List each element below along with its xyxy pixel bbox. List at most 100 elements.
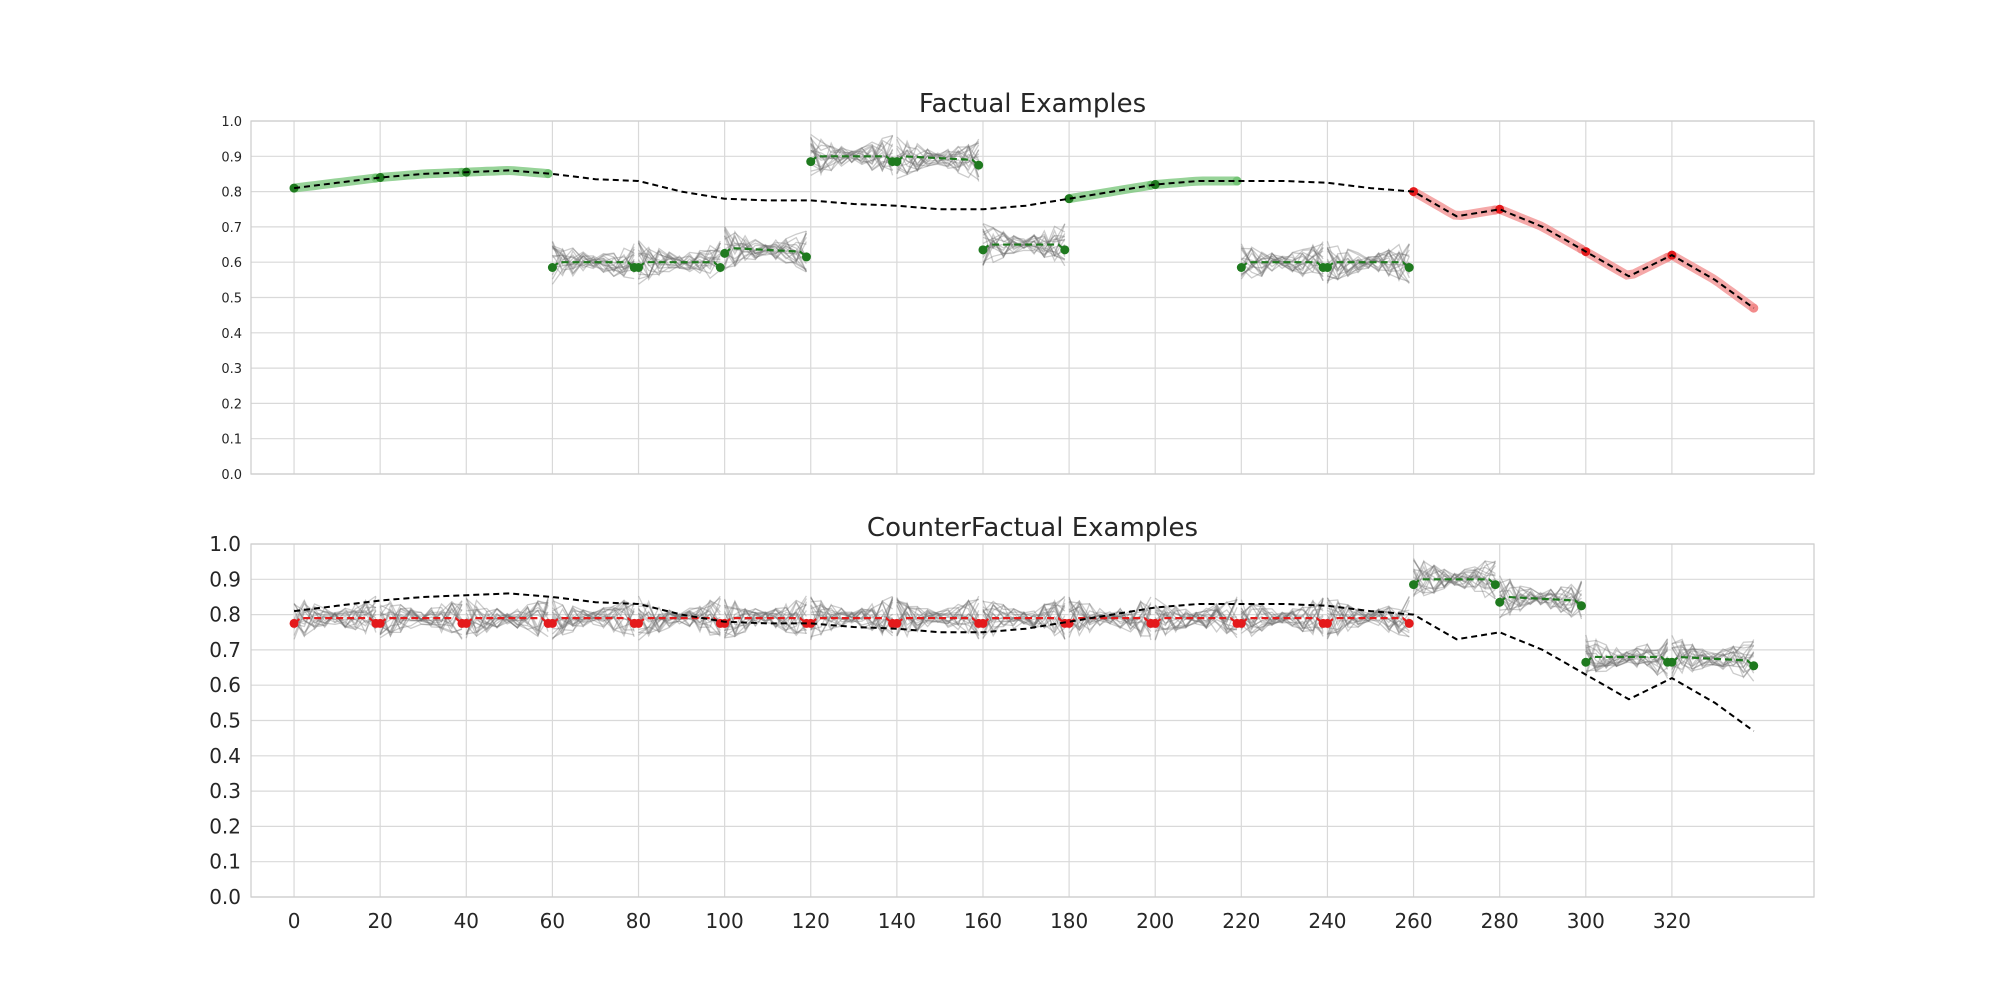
perturbation-line xyxy=(1499,585,1583,617)
perturbation-line xyxy=(982,603,1066,636)
x-tick-label: 40 xyxy=(454,909,479,933)
perturbation-line xyxy=(896,140,980,172)
perturbation-line xyxy=(1671,643,1754,667)
chart-title: Factual Examples xyxy=(919,89,1146,119)
perturbation-line xyxy=(982,222,1066,263)
segment xyxy=(547,596,639,640)
perturbation-line xyxy=(379,604,463,640)
perturbation-line xyxy=(638,606,721,641)
perturbation-line xyxy=(552,247,635,274)
perturbation-line xyxy=(1240,608,1324,632)
perturbation-line xyxy=(637,611,721,638)
segment-start-point xyxy=(1581,657,1591,667)
perturbation-line xyxy=(982,234,1066,267)
perturbation-line xyxy=(638,251,721,271)
perturbation-line xyxy=(638,239,721,268)
panel-counterfactual: CounterFactual Examples 0.0 0.1 0.2 0.3 0.4 0.… xyxy=(209,513,1815,933)
perturbation-line xyxy=(551,607,635,639)
perturbation-line xyxy=(465,605,549,636)
perturbation-line xyxy=(551,249,635,280)
perturbation-line xyxy=(465,598,549,638)
perturbation-line xyxy=(982,223,1066,257)
perturbation-line xyxy=(638,597,721,628)
perturbation-line xyxy=(1327,599,1410,628)
perturbation-line xyxy=(896,142,979,175)
chart-title: CounterFactual Examples xyxy=(867,513,1198,543)
perturbation-line xyxy=(810,596,894,633)
perturbation-line xyxy=(1585,642,1668,678)
perturbation-line xyxy=(1412,562,1496,597)
segment-end-point xyxy=(1749,661,1759,671)
perturbation-line xyxy=(1671,650,1755,682)
perturbation-line xyxy=(724,598,807,632)
segment xyxy=(1581,247,1673,280)
perturbation-line xyxy=(638,246,721,285)
segment-start-point xyxy=(1495,597,1505,607)
perturbation-line xyxy=(810,133,893,165)
perturbation-line xyxy=(724,239,807,272)
perturbation-line xyxy=(1671,652,1755,674)
y-tick-label: 0.4 xyxy=(221,327,242,342)
perturbation-line xyxy=(723,598,808,638)
segment xyxy=(720,595,811,639)
perturbation-line xyxy=(1326,248,1410,278)
perturbation-line xyxy=(896,597,980,639)
segment-end-point xyxy=(1490,580,1500,590)
segment-start-point xyxy=(461,618,471,628)
perturbation-line xyxy=(552,602,635,630)
segment xyxy=(720,226,811,273)
perturbation-line xyxy=(810,141,894,172)
perturbation-line xyxy=(1413,566,1496,587)
perturbation-line xyxy=(810,137,894,166)
segment-start-point xyxy=(1150,180,1160,190)
perturbation-line xyxy=(465,597,549,634)
perturbation-line xyxy=(1585,638,1669,668)
factual-track xyxy=(1150,176,1242,189)
segment-start-point xyxy=(1409,580,1419,590)
perturbation-line xyxy=(1585,637,1669,675)
segment-start-point xyxy=(1667,657,1677,667)
perturbation-line xyxy=(724,604,807,637)
perturbation-line xyxy=(810,137,894,177)
perturbation-line xyxy=(379,600,463,630)
perturbation-line xyxy=(724,243,807,270)
perturbation-line xyxy=(551,245,635,272)
perturbation-line xyxy=(1326,604,1410,637)
segment-start-point xyxy=(806,157,816,167)
perturbation-line xyxy=(466,600,549,626)
perturbation-line xyxy=(1327,248,1410,281)
perturbation-line xyxy=(1326,602,1410,635)
perturbation-line xyxy=(896,598,980,625)
perturbation-line xyxy=(551,241,635,275)
perturbation-line xyxy=(551,240,635,271)
segment-start-point xyxy=(375,172,385,182)
perturbation-line xyxy=(551,596,635,630)
segment xyxy=(1495,575,1586,620)
perturbation-line xyxy=(1671,639,1754,677)
perturbation-line xyxy=(293,599,377,631)
perturbation-line xyxy=(724,234,807,262)
segment-end-point xyxy=(1576,601,1586,611)
perturbation-line xyxy=(293,601,377,638)
perturbation-line xyxy=(1585,646,1668,675)
perturbation-line xyxy=(637,241,721,273)
perturbation-line xyxy=(1068,602,1152,632)
x-tick-label: 260 xyxy=(1394,909,1432,933)
y-tick-label: 1.0 xyxy=(209,532,241,556)
perturbation-line xyxy=(982,600,1066,635)
perturbation-line xyxy=(810,607,893,634)
y-tick-label: 0.9 xyxy=(221,150,242,165)
perturbation-line xyxy=(1413,560,1496,596)
perturbation-line xyxy=(1585,639,1669,673)
perturbation-line xyxy=(1154,608,1238,631)
segment xyxy=(1150,596,1242,641)
perturbation-line xyxy=(724,244,807,271)
perturbation-line xyxy=(1671,642,1754,675)
perturbation-line xyxy=(552,610,635,639)
perturbation-line xyxy=(724,599,807,637)
segment xyxy=(1495,204,1586,254)
segment xyxy=(1667,635,1759,682)
segment-end-point xyxy=(1749,303,1759,313)
perturbation-line xyxy=(724,595,807,636)
